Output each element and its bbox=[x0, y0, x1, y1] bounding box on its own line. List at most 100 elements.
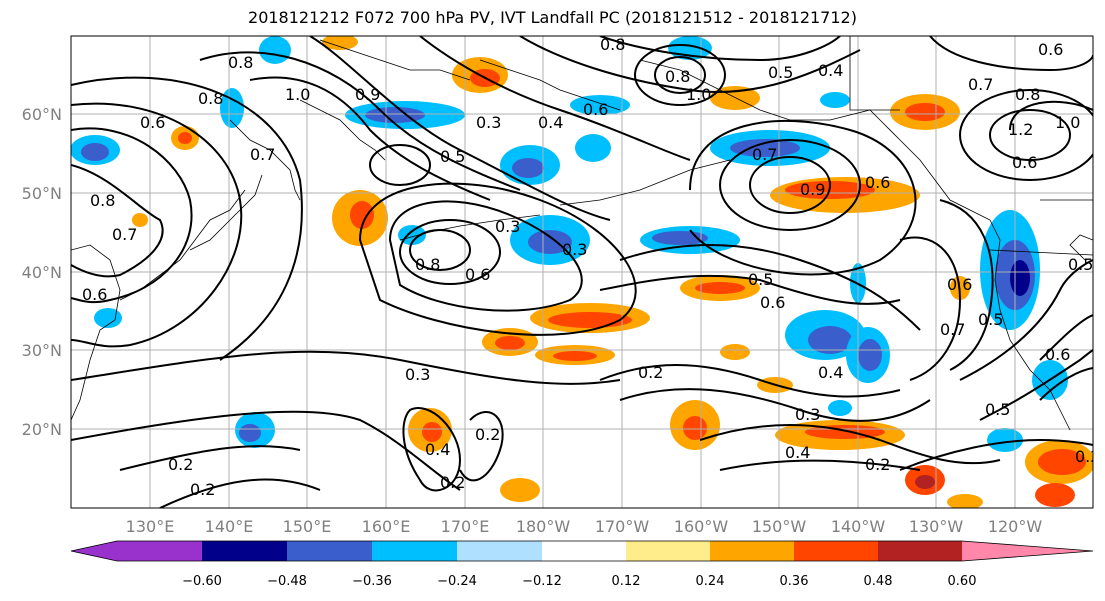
graticule bbox=[71, 36, 1093, 508]
contour-label: 0.6 bbox=[583, 100, 608, 119]
map-title: 2018121212 F072 700 hPa PV, IVT Landfall… bbox=[248, 8, 857, 27]
lat-label: 50°N bbox=[22, 184, 62, 203]
lon-label: 120°W bbox=[988, 517, 1043, 536]
lat-label: 40°N bbox=[22, 263, 62, 282]
contour-label: 0.3 bbox=[476, 113, 501, 132]
lon-label: 150°E bbox=[283, 517, 332, 536]
contour-label: 1.0 bbox=[285, 85, 310, 104]
colorbar-segment bbox=[202, 541, 287, 561]
colorbar bbox=[70, 540, 1094, 562]
colorbar-tick: −0.48 bbox=[267, 574, 307, 589]
contour-label: 0.7 bbox=[112, 225, 137, 244]
colorbar-segment bbox=[626, 541, 710, 561]
colorbar-tick: −0.12 bbox=[522, 574, 562, 589]
map-border bbox=[70, 35, 1094, 509]
contour-label: 0.9 bbox=[800, 180, 825, 199]
lon-label: 130°W bbox=[909, 517, 964, 536]
colorbar-extend-right bbox=[962, 541, 1093, 561]
colorbar-tick-labels: −0.60 −0.48 −0.36 −0.24 −0.12 0.12 0.24 … bbox=[182, 574, 976, 589]
contour-label: 0.2 bbox=[865, 455, 890, 474]
colorbar-segment bbox=[542, 541, 626, 561]
colorbar-tick: −0.24 bbox=[437, 574, 477, 589]
contour-label: 0.6 bbox=[465, 265, 490, 284]
contour-label: 0.6 bbox=[760, 293, 785, 312]
lon-label: 160°W bbox=[674, 517, 729, 536]
contour-label: 0.6 bbox=[1045, 345, 1070, 364]
contour-label: 0.8 bbox=[665, 67, 690, 86]
contour-label: 0.2 bbox=[1075, 447, 1100, 466]
contour-label: 0.8 bbox=[415, 255, 440, 274]
lon-label: 160°E bbox=[362, 517, 411, 536]
colorbar-segment bbox=[878, 541, 962, 561]
contour-label: 0.6 bbox=[1012, 153, 1037, 172]
contour-label: 0.4 bbox=[785, 443, 810, 462]
contour-labels: 0.8 1.0 0.6 0.8 0.7 0.8 0.7 0.6 0.9 0.5 … bbox=[82, 35, 1100, 499]
contour-label: 0.8 bbox=[198, 89, 223, 108]
contour-label: 0.7 bbox=[752, 145, 777, 164]
lon-label: 130°E bbox=[126, 517, 175, 536]
contour-label: 0.5 bbox=[978, 310, 1003, 329]
contour-label: 0.4 bbox=[818, 61, 843, 80]
pv-contours bbox=[71, 36, 1093, 508]
contour-label: 0.3 bbox=[795, 405, 820, 424]
colorbar-segment bbox=[794, 541, 878, 561]
latitude-labels: 60°N 50°N 40°N 30°N 20°N bbox=[22, 105, 62, 439]
contour-label: 0.5 bbox=[1068, 255, 1093, 274]
contour-label: 0.8 bbox=[228, 53, 253, 72]
contour-label: 0.2 bbox=[440, 473, 465, 492]
colorbar-extend-left bbox=[71, 541, 117, 561]
contour-label: 1.0 bbox=[686, 85, 711, 104]
lat-label: 20°N bbox=[22, 420, 62, 439]
contour-label: 1.2 bbox=[1008, 120, 1033, 139]
contour-label: 0.7 bbox=[940, 320, 965, 339]
lat-label: 60°N bbox=[22, 105, 62, 124]
contour-label: 0.5 bbox=[440, 147, 465, 166]
lon-label: 180°W bbox=[516, 517, 571, 536]
colorbar-tick: 0.60 bbox=[948, 574, 977, 589]
contour-label: 0.3 bbox=[405, 365, 430, 384]
colorbar-tick: 0.48 bbox=[864, 574, 893, 589]
lon-label: 140°E bbox=[205, 517, 254, 536]
colorbar-tick: −0.36 bbox=[352, 574, 392, 589]
contour-label: 0.3 bbox=[495, 217, 520, 236]
contour-label: 0.8 bbox=[600, 35, 625, 54]
lat-label: 30°N bbox=[22, 341, 62, 360]
contour-label: 0.5 bbox=[748, 270, 773, 289]
lon-label: 140°W bbox=[831, 517, 886, 536]
contour-label: 0.4 bbox=[818, 363, 843, 382]
contour-label: 0.6 bbox=[82, 285, 107, 304]
colorbar-tick: −0.60 bbox=[182, 574, 222, 589]
contour-label: 0.5 bbox=[768, 63, 793, 82]
colorbar-tick: 0.24 bbox=[696, 574, 725, 589]
contour-label: 0.8 bbox=[90, 191, 115, 210]
colorbar-segment bbox=[457, 541, 542, 561]
contour-label: 0.8 bbox=[1015, 85, 1040, 104]
contour-label: 0.2 bbox=[475, 425, 500, 444]
lon-label: 170°E bbox=[441, 517, 490, 536]
contour-label: 0.2 bbox=[190, 480, 215, 499]
contour-label: 0.4 bbox=[425, 440, 450, 459]
contour-label: 0.7 bbox=[250, 145, 275, 164]
contour-label: 0.6 bbox=[1038, 40, 1063, 59]
contour-label: 0.6 bbox=[865, 173, 890, 192]
contour-label: 0.5 bbox=[985, 400, 1010, 419]
colorbar-segment bbox=[710, 541, 794, 561]
contour-label: 0.6 bbox=[947, 275, 972, 294]
colorbar-tick: 0.12 bbox=[612, 574, 641, 589]
colorbar-tick: 0.36 bbox=[780, 574, 809, 589]
contour-label: 0.2 bbox=[638, 363, 663, 382]
contour-label: 0.4 bbox=[538, 113, 563, 132]
contour-label: 0.6 bbox=[140, 113, 165, 132]
longitude-labels: 130°E 140°E 150°E 160°E 170°E 180°W 170°… bbox=[126, 517, 1043, 536]
colorbar-segment bbox=[372, 541, 457, 561]
colorbar-segment bbox=[287, 541, 372, 561]
lon-label: 170°W bbox=[595, 517, 650, 536]
colorbar-segment bbox=[117, 541, 202, 561]
contour-label: 0.7 bbox=[968, 75, 993, 94]
contour-label: 1.0 bbox=[1055, 113, 1080, 132]
contour-label: 0.2 bbox=[168, 455, 193, 474]
contour-label: 0.3 bbox=[562, 240, 587, 259]
lon-label: 150°W bbox=[752, 517, 807, 536]
contour-label: 0.9 bbox=[355, 85, 380, 104]
